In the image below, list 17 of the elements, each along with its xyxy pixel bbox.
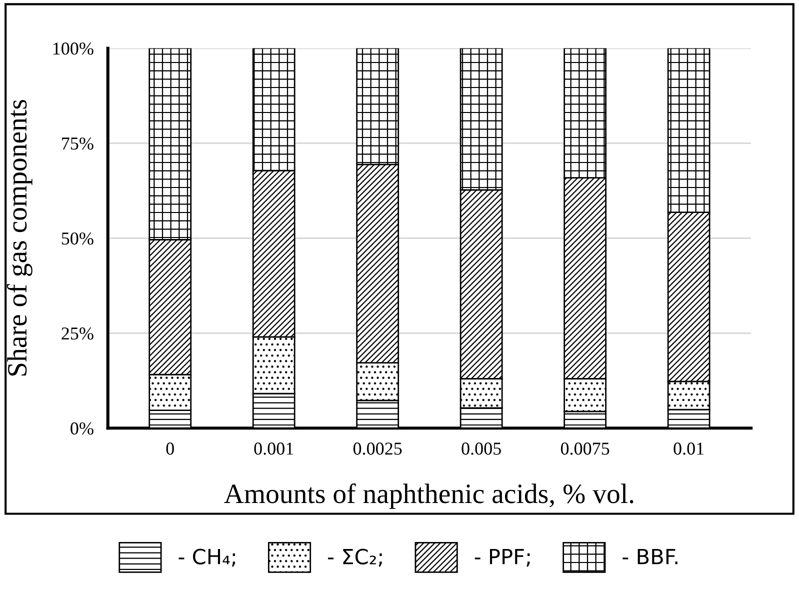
- x-tick-label: 0.001: [254, 442, 294, 455]
- y-tick-label: 25%: [62, 327, 94, 340]
- y-tick-label: 0%: [70, 422, 94, 435]
- y-tick-label: 75%: [62, 137, 94, 150]
- x-tick-label: 0.01: [674, 442, 704, 455]
- x-tick-label: 0.005: [462, 442, 501, 455]
- x-tick-label: 0: [166, 442, 174, 455]
- legend-label: - CH₄;: [178, 548, 235, 567]
- y-tick-label: 100%: [53, 42, 94, 55]
- x-tick-label: 0.0075: [560, 442, 610, 455]
- y-axis-title: Share of gas components: [6, 100, 32, 376]
- legend-label: - ΣC₂;: [328, 548, 382, 567]
- x-tick-label: 0.0025: [353, 442, 402, 455]
- y-tick-label: 50%: [62, 232, 94, 245]
- x-axis-title: Amounts of naphthenic acids, % vol.: [224, 483, 634, 509]
- legend-label: - BBF.: [622, 548, 678, 564]
- legend-label: - PPF;: [474, 548, 530, 567]
